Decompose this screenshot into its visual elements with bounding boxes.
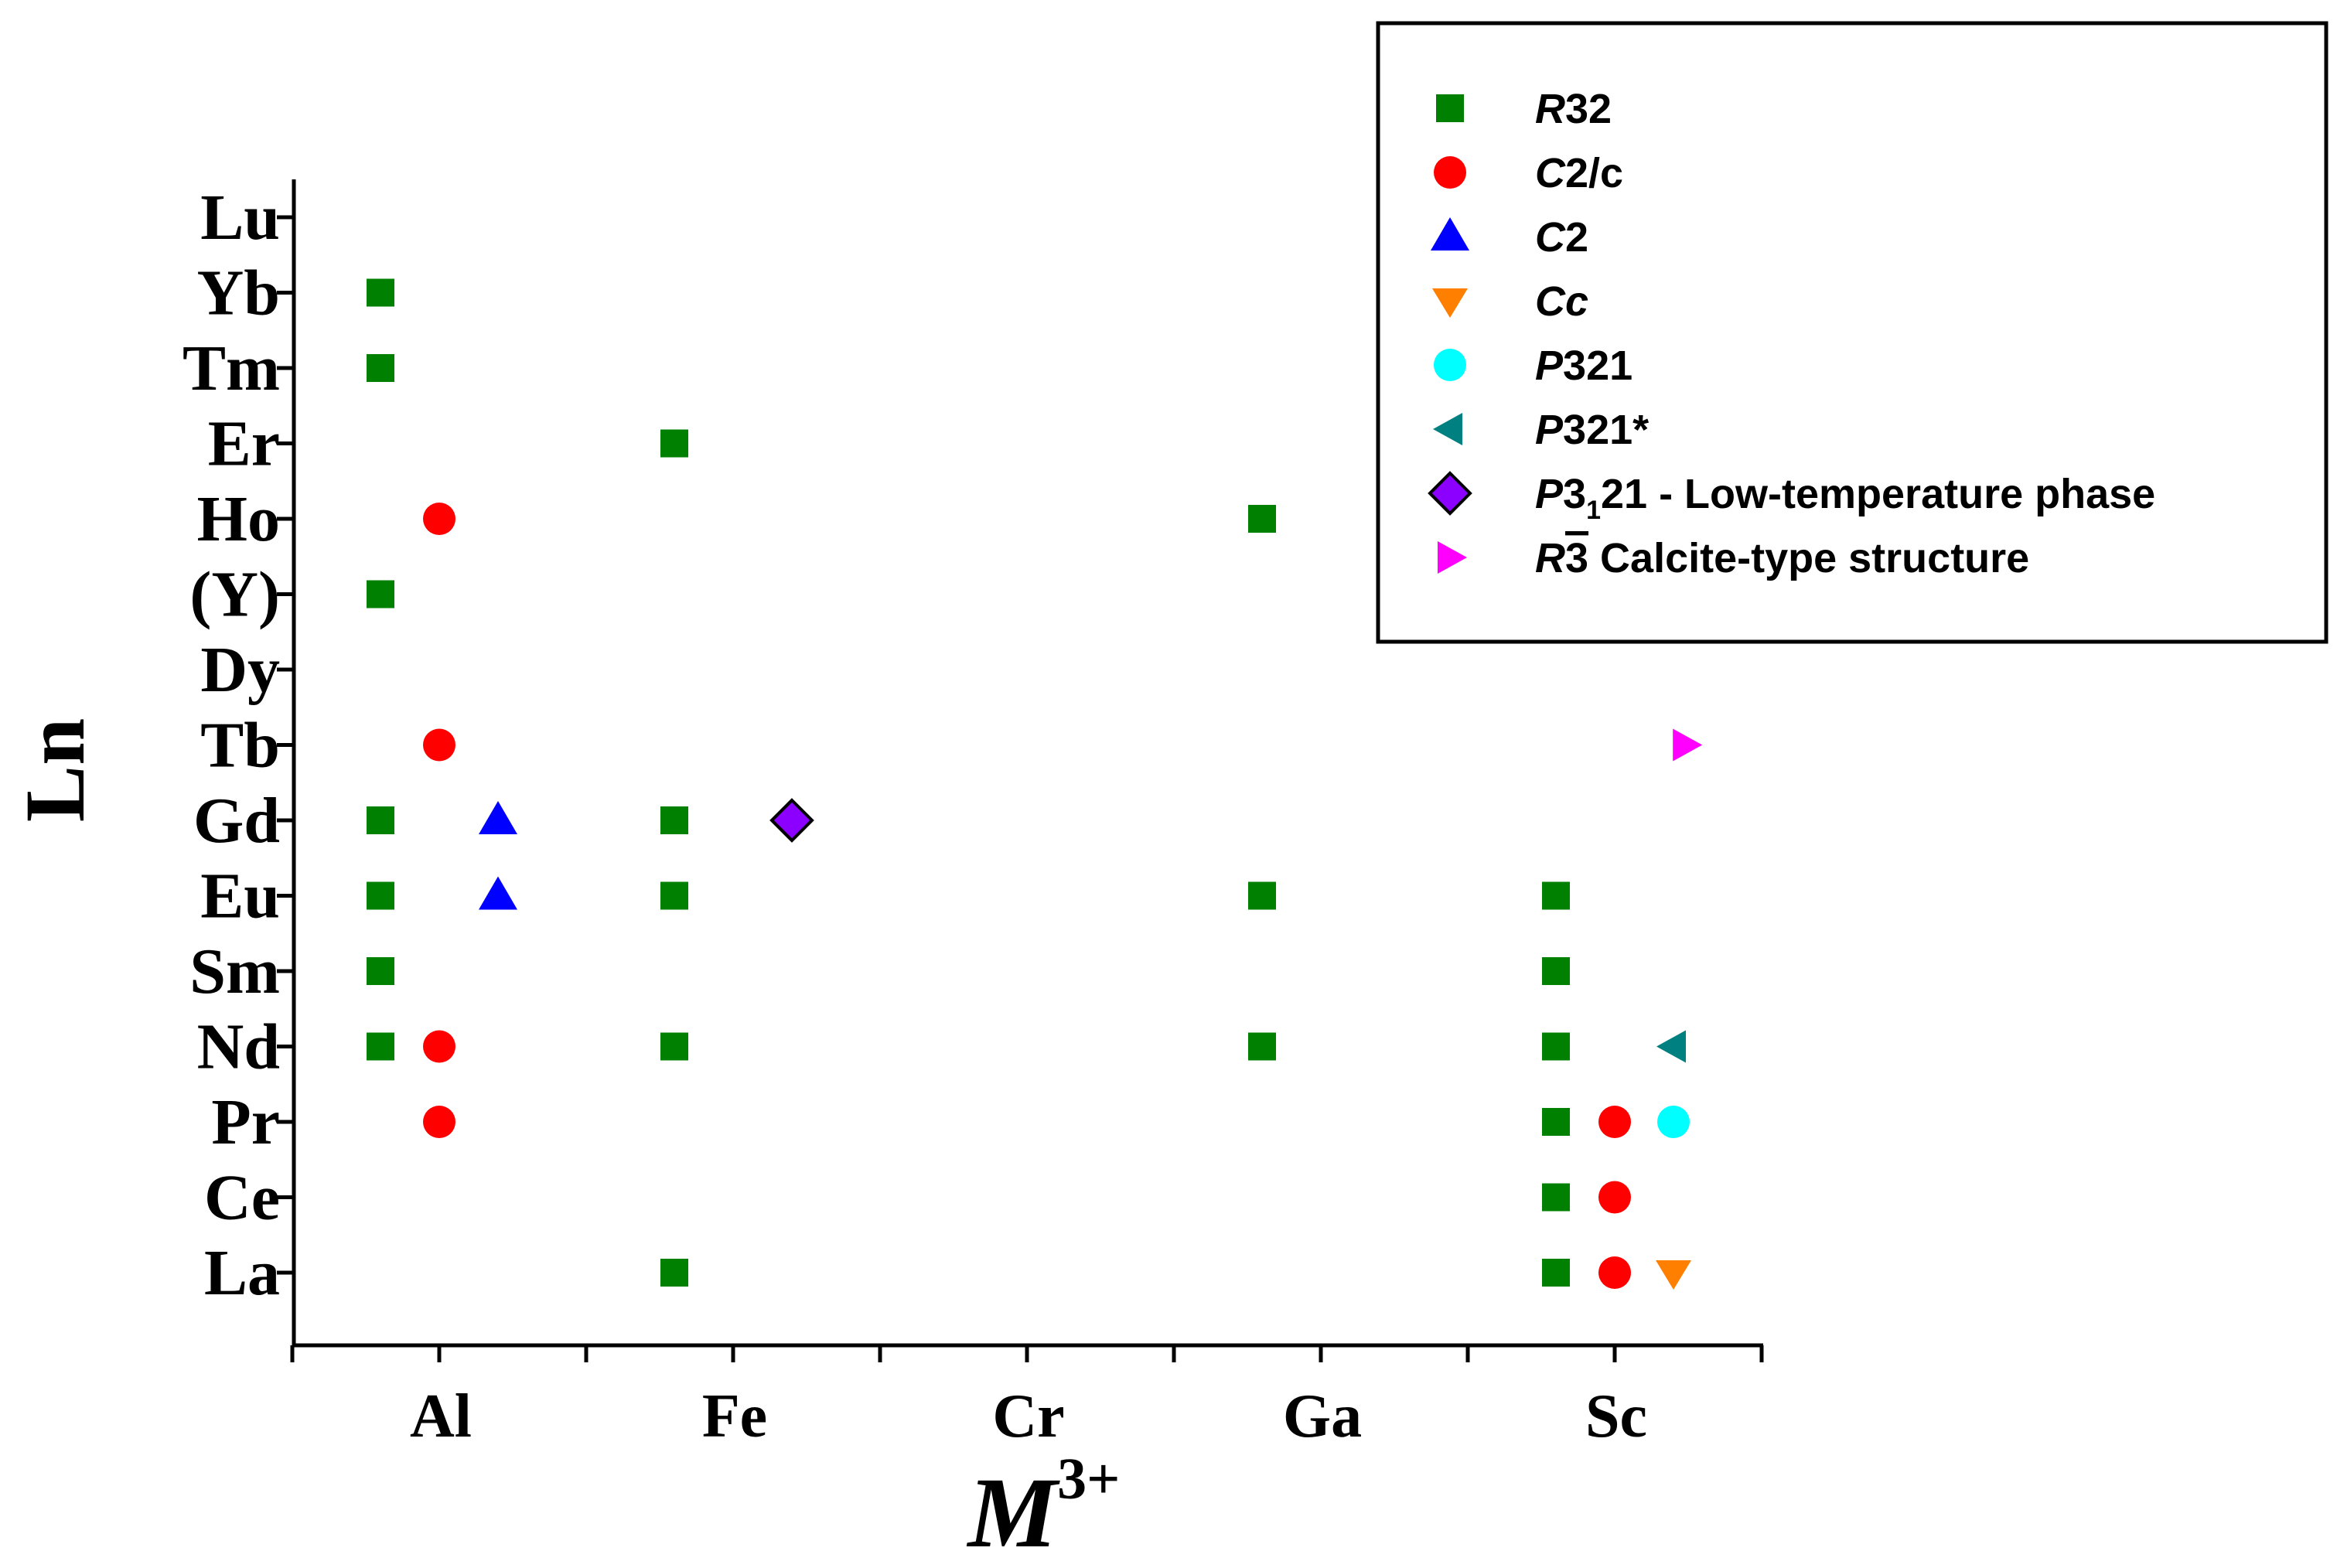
legend-label-c2: C2 [1535,214,1588,261]
x-tick-label-fe: Fe [702,1382,767,1450]
point-c2-al-eu [479,876,517,910]
x-axis-title: M3+ [967,1447,1121,1568]
point-r-3-calcite-type-structure-sc-tb [1673,728,1703,762]
y-tick-label-pr: Pr [211,1086,280,1158]
x-tick-label-ga: Ga [1283,1382,1362,1450]
point-r32-sc-nd [1542,1032,1570,1061]
point-r32-al-eu [367,881,394,910]
point-r32-ga-nd [1248,1032,1276,1061]
point-r32-al-gd [367,806,394,834]
y-tick-label-lu: Lu [200,182,280,254]
point-cc-sc-la [1656,1260,1691,1290]
y-tick-label-sm: Sm [189,936,280,1007]
legend-marker-r-3-calcite-type-structure [1438,541,1467,574]
legend-marker-r32 [1436,94,1464,122]
point-r32-sc-sm [1542,957,1570,985]
point-r32-ga-ho [1248,505,1276,533]
data-marks [367,278,1703,1290]
point-c2-c-al-tb [423,728,455,762]
legend-marker-p321 [1433,413,1462,445]
y-tick-label-ce: Ce [204,1162,280,1234]
y-tick-label-er: Er [208,408,280,480]
point-r32-al-sm [367,957,394,985]
legend-label-p321: P321* [1535,407,1649,453]
point-r32-ga-eu [1248,881,1276,910]
point-p321-sc-nd [1656,1030,1686,1063]
legend-label-p3121-low-temperature-phase: P3121 - Low-temperature phase [1535,471,2155,525]
point-r32-fe-nd [660,1032,688,1061]
point-r32-al-tm [367,354,394,382]
y-tick-label-nd: Nd [197,1011,280,1083]
y-axis-title: Ln [8,718,102,823]
y-tick-label-yb: Yb [197,257,280,329]
point-p321-sc-pr [1657,1106,1690,1138]
x-tick-label-al: Al [410,1382,472,1450]
x-tick-label-cr: Cr [992,1382,1064,1450]
point-r32-fe-gd [660,806,688,834]
point-c2-c-sc-ce [1598,1181,1631,1214]
legend-marker-cc [1432,288,1468,318]
y-tick-label-tm: Tm [183,332,280,404]
legend-label-r32: R32 [1535,86,1612,132]
y-tick-label-ho: Ho [197,483,280,555]
legend-marker-c2-c [1434,156,1466,189]
legend-label-r-3-calcite-type-structure: R3 Calcite-type structure [1535,535,2029,581]
point-c2-c-al-ho [423,503,455,535]
y-tick-label-la: La [204,1237,280,1309]
point-c2-c-al-pr [423,1106,455,1138]
legend-marker-p321 [1434,349,1466,381]
point-r32-al-y [367,580,394,608]
point-c2-c-al-nd [423,1030,455,1063]
point-r32-fe-er [660,429,688,458]
y-tick-label-eu: Eu [200,861,280,932]
x-tick-label-sc: Sc [1585,1382,1647,1450]
legend-marker-c2 [1431,217,1469,251]
point-p3121-low-temperature-phase-fe-gd [769,798,814,843]
point-c2-al-gd [479,801,517,834]
point-r32-sc-eu [1542,881,1570,910]
legend-label-p321: P321 [1535,343,1632,389]
point-r32-al-nd [367,1032,394,1061]
legend-label-c2-c: C2/c [1535,150,1623,196]
legend-marker-p3121-low-temperature-phase [1428,471,1472,516]
legend: R32 C2/c C2 Cc P321 P321* P3121 - Low-temperat… [1376,21,2328,644]
point-r32-sc-pr [1542,1108,1570,1136]
point-r32-al-yb [367,278,394,307]
point-c2-c-sc-la [1598,1256,1631,1289]
point-c2-c-sc-pr [1598,1106,1631,1138]
y-tick-label-gd: Gd [193,785,280,857]
y-tick-label-dy: Dy [200,634,280,706]
y-tick-label-y: (Y) [189,559,280,631]
legend-label-cc: Cc [1535,278,1588,325]
point-r32-fe-eu [660,881,688,910]
point-r32-sc-ce [1542,1183,1570,1212]
point-r32-fe-la [660,1259,688,1287]
y-tick-label-tb: Tb [200,710,280,782]
legend-box [1376,21,2328,644]
point-r32-sc-la [1542,1259,1570,1287]
